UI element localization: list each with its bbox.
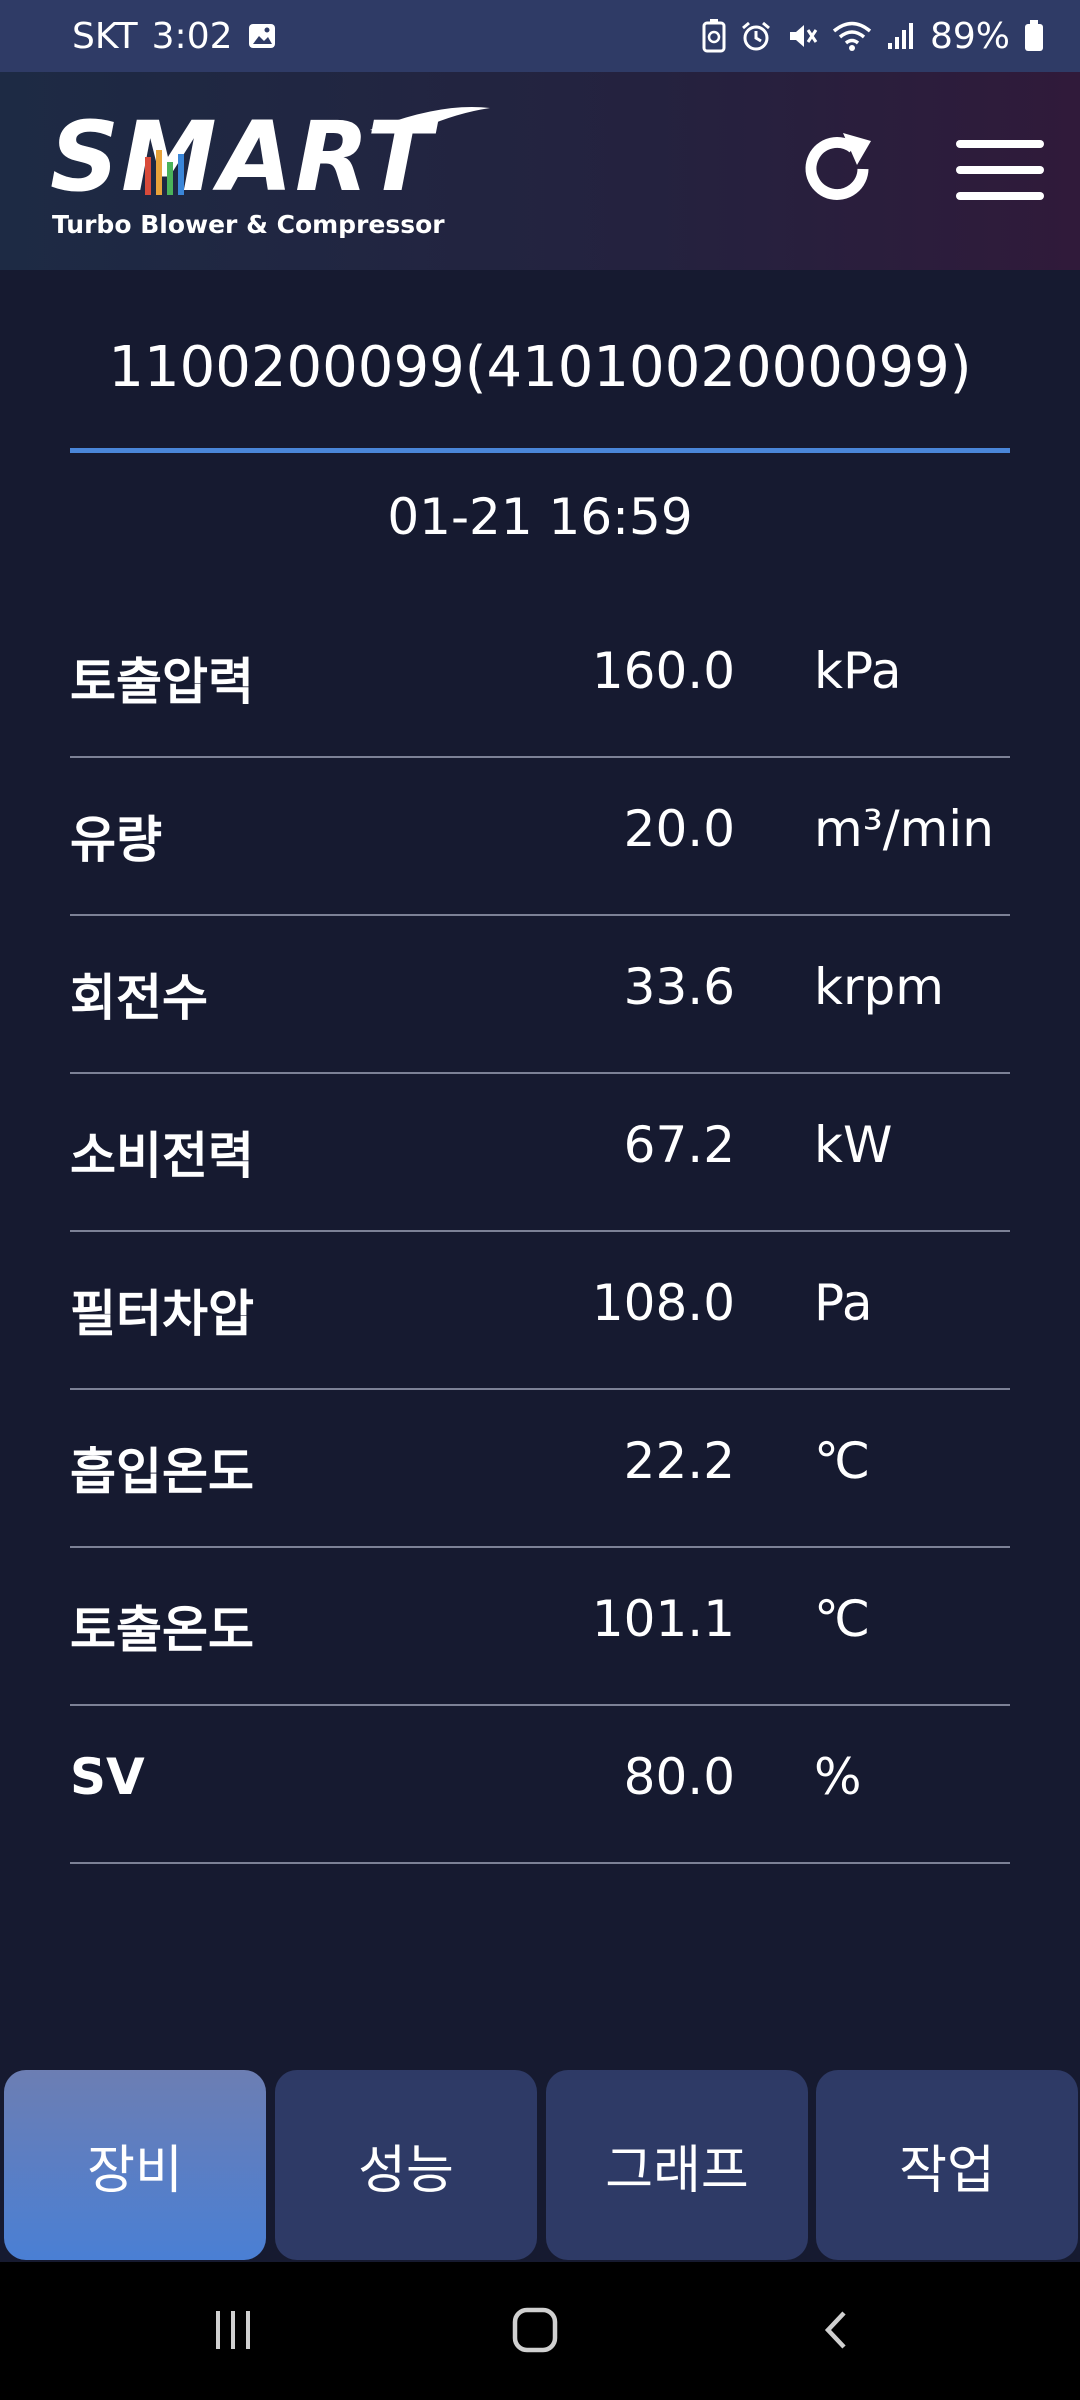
- metric-value: 160.0: [591, 642, 735, 700]
- metric-value: 67.2: [623, 1116, 735, 1174]
- metric-row-sv: SV 80.0 %: [70, 1706, 1010, 1864]
- wifi-icon: [832, 20, 872, 52]
- metric-value: 22.2: [623, 1432, 735, 1490]
- gallery-icon: [247, 21, 277, 51]
- status-right: 89%: [702, 16, 1044, 57]
- tab-work[interactable]: 작업: [816, 2070, 1078, 2260]
- metric-label: 유량: [70, 811, 162, 869]
- recent-apps-button[interactable]: [188, 2290, 278, 2370]
- bottom-tabs: 장비 성능 그래프 작업: [0, 2070, 1080, 2260]
- metric-value: 20.0: [623, 800, 735, 858]
- recent-apps-icon: [216, 2311, 250, 2349]
- metric-row-power: 소비전력 67.2 kW: [70, 1074, 1010, 1232]
- metric-unit: krpm: [814, 958, 944, 1016]
- battery-icon: [1024, 20, 1044, 52]
- metric-unit: %: [814, 1748, 862, 1806]
- logo-text: SMART: [50, 101, 435, 213]
- metric-value: 108.0: [591, 1274, 735, 1332]
- battery-saver-icon: [702, 19, 726, 53]
- device-underline: [70, 448, 1010, 453]
- carrier-label: SKT: [72, 15, 138, 57]
- metric-unit: Pa: [814, 1274, 873, 1332]
- metric-row-rpm: 회전수 33.6 krpm: [70, 916, 1010, 1074]
- metric-value: 33.6: [623, 958, 735, 1016]
- metric-label: 토출압력: [70, 653, 254, 711]
- metric-label: 회전수: [70, 969, 208, 1027]
- metric-unit: m³/min: [814, 800, 994, 858]
- status-bar: SKT 3:02 89%: [0, 0, 1080, 72]
- metric-label: 소비전력: [70, 1127, 254, 1185]
- device-id: 1100200099(4101002000099): [108, 335, 972, 400]
- system-nav-bar: [0, 2262, 1080, 2400]
- hamburger-menu-icon: [956, 140, 1044, 200]
- metric-unit: kPa: [814, 642, 902, 700]
- mute-icon: [786, 20, 818, 52]
- status-time: 3:02: [151, 15, 233, 57]
- metrics-list: 토출압력 160.0 kPa 유량 20.0 m³/min 회전수 33.6 k…: [70, 600, 1010, 1864]
- refresh-icon: [805, 133, 871, 200]
- signal-icon: [886, 21, 916, 51]
- logo-swoosh-icon: [145, 106, 490, 195]
- battery-percent: 89%: [929, 15, 1010, 57]
- metric-value: 101.1: [591, 1590, 735, 1648]
- metric-row-flow: 유량 20.0 m³/min: [70, 758, 1010, 916]
- metric-label: 필터차압: [70, 1285, 254, 1343]
- home-icon: [512, 2307, 558, 2353]
- metric-row-suction-temp: 흡입온도 22.2 ℃: [70, 1390, 1010, 1548]
- metric-unit: ℃: [814, 1590, 871, 1648]
- home-button[interactable]: [490, 2290, 580, 2370]
- metric-label: 흡입온도: [70, 1443, 254, 1501]
- metric-unit: ℃: [814, 1432, 871, 1490]
- tab-performance[interactable]: 성능: [275, 2070, 537, 2260]
- back-button[interactable]: [792, 2290, 882, 2370]
- tab-graph[interactable]: 그래프: [546, 2070, 808, 2260]
- app-header: SMART Turbo Blower & Compressor: [0, 72, 1080, 270]
- timestamp: 01-21 16:59: [387, 488, 693, 546]
- tab-equipment[interactable]: 장비: [4, 2070, 266, 2260]
- back-icon: [824, 2311, 846, 2349]
- status-left: SKT 3:02: [72, 16, 277, 57]
- logo-subtitle: Turbo Blower & Compressor: [52, 210, 445, 239]
- metric-label: 토출온도: [70, 1601, 254, 1659]
- metric-row-discharge-pressure: 토출압력 160.0 kPa: [70, 600, 1010, 758]
- metric-row-discharge-temp: 토출온도 101.1 ℃: [70, 1548, 1010, 1706]
- metric-label: SV: [70, 1748, 145, 1806]
- metric-value: 80.0: [623, 1748, 735, 1806]
- metric-unit: kW: [814, 1116, 893, 1174]
- refresh-button[interactable]: [792, 124, 882, 214]
- alarm-icon: [740, 20, 772, 52]
- metric-row-filter-pressure: 필터차압 108.0 Pa: [70, 1232, 1010, 1390]
- smart-logo: SMART Turbo Blower & Compressor: [50, 102, 490, 242]
- menu-button[interactable]: [954, 132, 1046, 208]
